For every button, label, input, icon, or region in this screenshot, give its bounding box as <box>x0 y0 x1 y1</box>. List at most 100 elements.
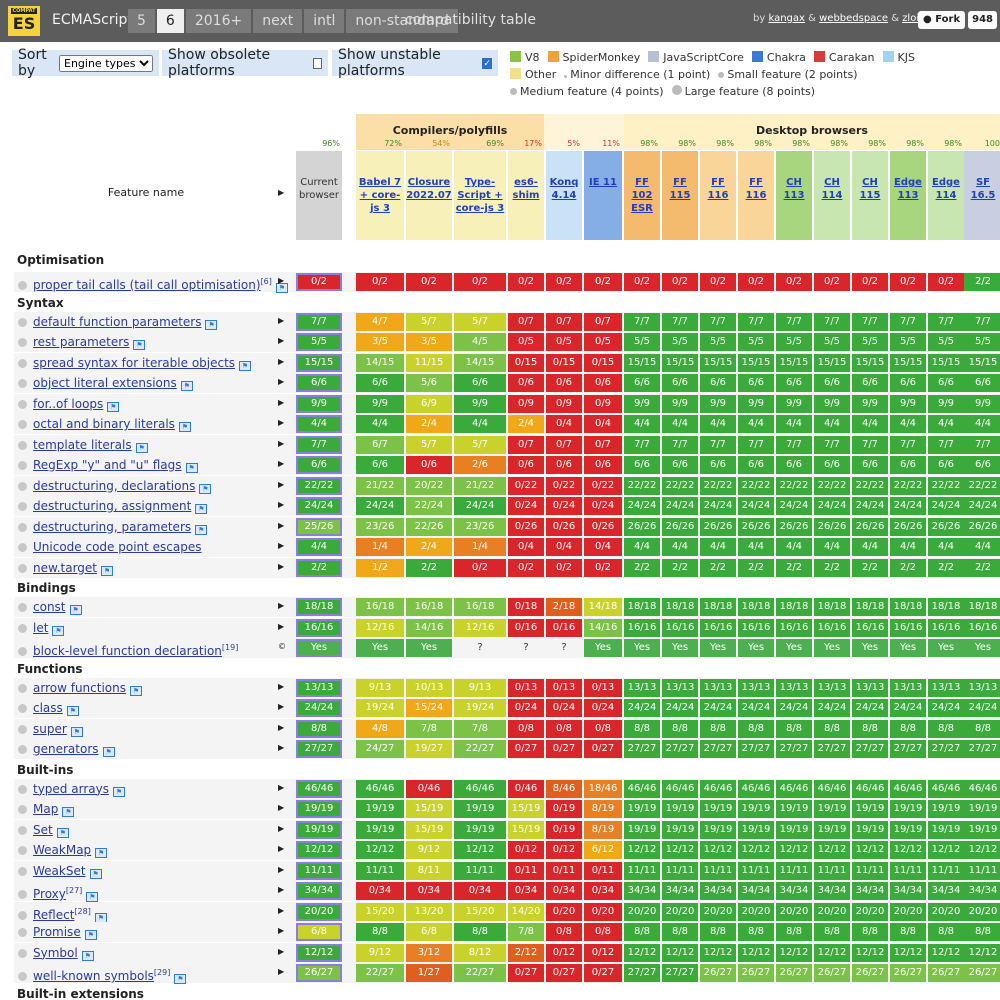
result-cell[interactable]: 22/22 <box>700 476 736 495</box>
result-cell[interactable]: Yes <box>356 639 404 657</box>
result-cell[interactable]: 46/46 <box>454 779 506 798</box>
result-cell[interactable]: 6/6 <box>296 374 342 392</box>
result-cell[interactable]: 8/8 <box>738 719 774 738</box>
result-cell[interactable]: 34/34 <box>890 882 926 900</box>
result-cell[interactable]: 15/15 <box>928 353 964 372</box>
result-cell[interactable]: 8/8 <box>776 923 812 941</box>
result-cell[interactable]: Yes <box>584 639 622 657</box>
result-cell[interactable]: 15/19 <box>508 820 544 839</box>
column-header-link[interactable]: es6-shim <box>512 177 540 201</box>
result-cell[interactable]: 16/16 <box>776 618 812 637</box>
result-cell[interactable]: 4/4 <box>624 538 660 556</box>
result-cell[interactable]: Yes <box>406 639 452 657</box>
column-header-link[interactable]: CH 114 <box>821 177 843 201</box>
result-cell[interactable]: 0/2 <box>776 273 812 291</box>
result-cell[interactable]: 20/20 <box>738 902 774 921</box>
result-cell[interactable]: 46/46 <box>356 779 404 798</box>
result-cell[interactable]: 8/12 <box>454 943 506 962</box>
result-cell[interactable]: 0/7 <box>508 435 544 454</box>
spec-link-icon[interactable]: ⚑ <box>135 442 148 453</box>
result-cell[interactable]: 7/7 <box>852 312 888 331</box>
expand-row-icon[interactable]: ▶ <box>278 276 285 285</box>
result-cell[interactable]: 0/24 <box>584 497 622 515</box>
result-cell[interactable]: 22/22 <box>738 476 774 495</box>
expand-row-icon[interactable]: ▶ <box>278 946 285 956</box>
result-cell[interactable]: 8/8 <box>624 923 660 941</box>
result-cell[interactable]: 0/12 <box>546 841 582 859</box>
result-cell[interactable]: 6/8 <box>406 923 452 941</box>
result-cell[interactable]: 15/19 <box>508 800 544 818</box>
result-cell[interactable]: 0/26 <box>508 517 544 536</box>
spec-link-icon[interactable]: ⚑ <box>95 848 108 858</box>
result-cell[interactable]: 46/46 <box>928 779 964 798</box>
result-cell[interactable]: 20/20 <box>964 902 1000 921</box>
result-cell[interactable]: 23/26 <box>356 517 404 536</box>
spec-link-icon[interactable]: ⚑ <box>195 504 208 514</box>
result-cell[interactable]: 12/16 <box>356 618 404 637</box>
result-cell[interactable]: 18/18 <box>890 598 926 616</box>
result-cell[interactable]: 13/13 <box>776 678 812 697</box>
result-cell[interactable]: 13/20 <box>406 902 452 921</box>
result-cell[interactable]: 19/19 <box>356 800 404 818</box>
feature-link[interactable]: destructuring, declarations <box>33 478 196 493</box>
result-cell[interactable]: 0/34 <box>508 882 544 900</box>
result-cell[interactable]: 26/26 <box>776 517 812 536</box>
result-cell[interactable]: 27/27 <box>296 740 342 758</box>
result-cell[interactable]: Yes <box>700 639 736 657</box>
result-cell[interactable]: 0/11 <box>584 861 622 880</box>
result-cell[interactable]: 0/2 <box>700 273 736 291</box>
feature-link[interactable]: let <box>33 620 49 635</box>
result-cell[interactable]: 22/27 <box>454 964 506 982</box>
result-cell[interactable]: 6/6 <box>776 374 812 392</box>
column-header[interactable]: Type-Script + core-js 3 <box>454 176 506 215</box>
feature-link[interactable]: octal and binary literals <box>33 417 175 431</box>
result-cell[interactable]: 0/8 <box>546 719 582 738</box>
result-cell[interactable]: 27/27 <box>890 740 926 758</box>
result-cell[interactable]: 20/20 <box>624 902 660 921</box>
result-cell[interactable]: 0/34 <box>406 882 452 900</box>
result-cell[interactable]: 11/11 <box>814 861 850 880</box>
compat-logo[interactable]: COMPAT ES <box>8 6 40 36</box>
expand-row-icon[interactable]: ▶ <box>278 601 285 610</box>
result-cell[interactable]: 18/46 <box>584 779 622 798</box>
result-cell[interactable]: 16/16 <box>928 618 964 637</box>
result-cell[interactable]: 9/9 <box>964 394 1000 413</box>
result-cell[interactable]: 22/27 <box>454 740 506 758</box>
result-cell[interactable]: 0/2 <box>454 558 506 577</box>
result-cell[interactable]: 0/7 <box>508 312 544 331</box>
result-cell[interactable]: 2/2 <box>814 558 850 577</box>
result-cell[interactable]: 0/46 <box>508 779 544 798</box>
result-cell[interactable]: 0/24 <box>584 699 622 717</box>
result-cell[interactable]: 11/15 <box>406 353 452 372</box>
result-cell[interactable]: 24/24 <box>890 497 926 515</box>
result-cell[interactable]: 0/27 <box>546 740 582 758</box>
result-cell[interactable]: 0/13 <box>584 678 622 697</box>
result-cell[interactable]: 20/20 <box>852 902 888 921</box>
result-cell[interactable]: 24/24 <box>700 497 736 515</box>
result-cell[interactable]: 0/2 <box>584 273 622 291</box>
result-cell[interactable]: 4/4 <box>296 538 342 556</box>
result-cell[interactable]: 0/4 <box>584 538 622 556</box>
expand-row-icon[interactable]: ▶ <box>278 479 285 489</box>
result-cell[interactable]: 16/18 <box>356 598 404 616</box>
spec-link-icon[interactable]: ⚑ <box>180 381 193 391</box>
result-cell[interactable]: 11/11 <box>890 861 926 880</box>
result-cell[interactable]: 8/8 <box>890 923 926 941</box>
feature-link[interactable]: WeakSet <box>33 863 86 878</box>
result-cell[interactable]: 27/27 <box>776 740 812 758</box>
column-header[interactable]: FF 116 <box>738 176 774 202</box>
result-cell[interactable]: 4/4 <box>356 415 404 433</box>
result-cell[interactable]: 2/2 <box>928 558 964 577</box>
result-cell[interactable]: 9/13 <box>454 678 506 697</box>
result-cell[interactable]: 24/24 <box>700 699 736 717</box>
result-cell[interactable]: 0/34 <box>584 882 622 900</box>
footnote-ref[interactable]: [28] <box>74 906 91 916</box>
result-cell[interactable]: 24/24 <box>662 497 698 515</box>
result-cell[interactable]: 26/26 <box>662 517 698 536</box>
result-cell[interactable]: 0/6 <box>508 374 544 392</box>
result-cell[interactable]: 15/15 <box>814 353 850 372</box>
result-cell[interactable]: 6/6 <box>738 374 774 392</box>
result-cell[interactable]: 13/13 <box>852 678 888 697</box>
result-cell[interactable]: 3/5 <box>406 333 452 351</box>
result-cell[interactable]: 0/7 <box>584 435 622 454</box>
